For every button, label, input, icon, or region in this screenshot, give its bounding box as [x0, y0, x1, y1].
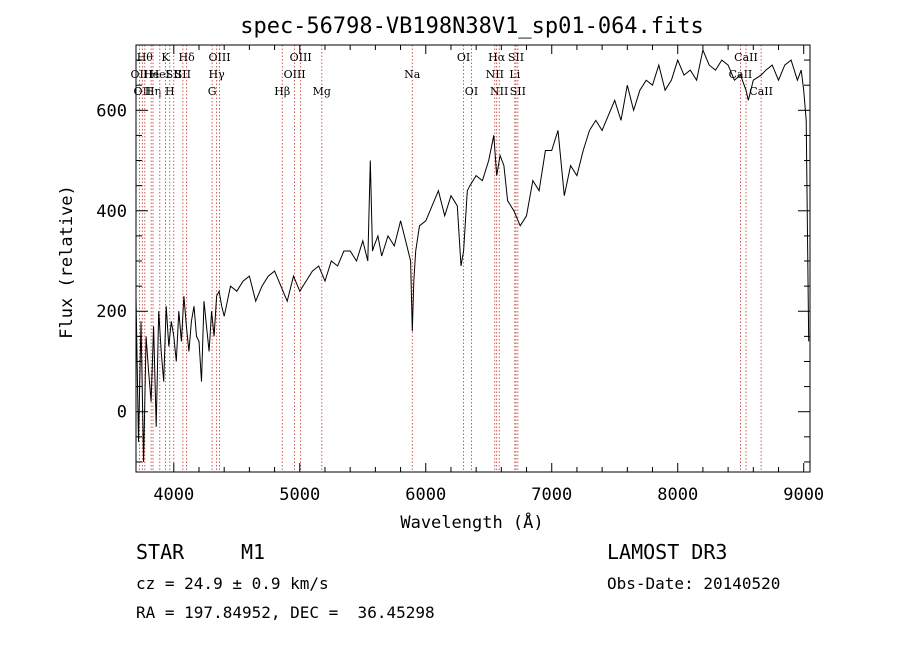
chart-title: spec-56798-VB198N38V1_sp01-064.fits: [240, 14, 704, 39]
survey-name: LAMOST DR3: [607, 540, 728, 564]
marker-label-8: SII: [166, 68, 182, 81]
x-tick-label-2: 6000: [405, 485, 446, 505]
x-tick-label-3: 7000: [531, 485, 572, 505]
marker-label-13: OIII: [208, 51, 230, 64]
marker-label-14: Hβ: [274, 85, 290, 98]
object-type: STAR: [136, 540, 185, 564]
x-axis-label: Wavelength (Å): [400, 511, 543, 533]
y-axis-label: Flux (relative): [57, 185, 77, 339]
y-tick-label-1: 200: [96, 302, 127, 322]
coordinates: RA = 197.84952, DEC = 36.45298: [136, 603, 435, 622]
obs-date: Obs-Date: 20140520: [607, 574, 781, 593]
marker-label-4: Hη: [145, 85, 161, 98]
x-tick-label-0: 4000: [153, 485, 194, 505]
marker-label-18: Na: [404, 68, 421, 81]
x-axis: 4000 5000 6000 7000 8000 9000: [153, 45, 824, 505]
x-tick-label-4: 8000: [657, 485, 698, 505]
marker-label-19: OI: [457, 51, 470, 64]
marker-label-5: HeI: [150, 68, 170, 81]
marker-label-1: OII: [133, 85, 151, 98]
line-markers: OIIOIIHθHeHηHeIKHSIISIIHδGHγOIIIHβOIIIOI…: [131, 45, 773, 472]
marker-label-17: Mg: [313, 85, 331, 98]
spectrum-series-line: [135, 48, 810, 463]
marker-label-20: OI: [465, 85, 478, 98]
y-tick-label-0: 0: [117, 403, 127, 423]
marker-label-7: H: [165, 85, 175, 98]
y-axis: 0 200 400 600: [96, 59, 810, 463]
marker-label-10: Hδ: [179, 51, 196, 64]
plot-frame: [135, 44, 811, 473]
redshift-cz: cz = 24.9 ± 0.9 km/s: [136, 574, 329, 593]
marker-label-3: He: [143, 68, 159, 81]
marker-label-22: Hα: [488, 51, 506, 64]
marker-label-16: OIII: [290, 51, 312, 64]
marker-label-21: NII: [486, 68, 504, 81]
marker-label-25: SII: [508, 51, 524, 64]
marker-label-23: NII: [490, 85, 508, 98]
marker-label-15: OIII: [284, 68, 306, 81]
y-tick-label-3: 600: [96, 101, 127, 121]
marker-label-26: SII: [510, 85, 526, 98]
y-tick-label-2: 400: [96, 202, 127, 222]
marker-label-6: K: [161, 51, 170, 64]
x-tick-label-5: 9000: [783, 485, 824, 505]
x-tick-label-1: 5000: [279, 485, 320, 505]
marker-label-12: Hγ: [209, 68, 226, 81]
marker-label-2: Hθ: [137, 51, 154, 64]
marker-label-11: G: [208, 85, 217, 98]
marker-label-28: CaII: [734, 51, 758, 64]
marker-label-29: CaII: [749, 85, 773, 98]
marker-label-9: SII: [175, 68, 191, 81]
marker-label-0: OII: [131, 68, 149, 81]
object-subclass: M1: [241, 540, 266, 564]
marker-label-24: Li: [509, 68, 520, 81]
